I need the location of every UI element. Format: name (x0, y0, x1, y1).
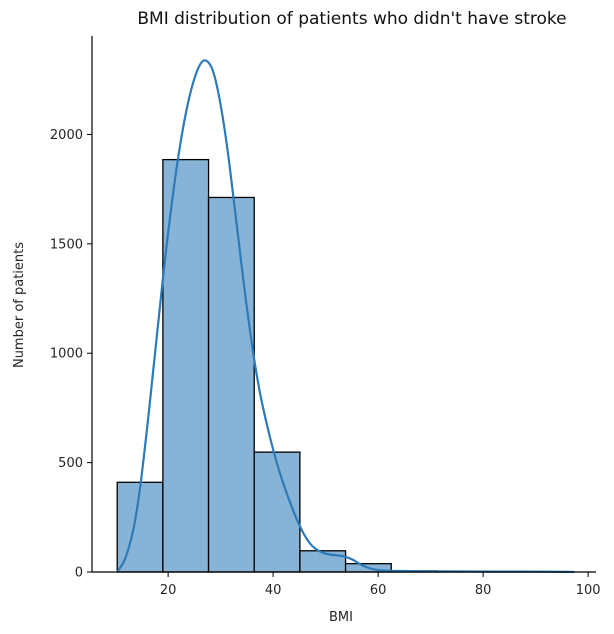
kde-curve (116, 59, 574, 574)
y-tick-label: 1000 (50, 347, 83, 362)
x-tick-label: 20 (160, 583, 177, 598)
x-tick-label: 40 (265, 583, 282, 598)
y-axis-ticks: 0 500 1000 1500 2000 (50, 128, 92, 581)
y-tick-label: 500 (58, 456, 83, 471)
histogram-bar (299, 550, 347, 573)
histogram-bar (207, 196, 255, 573)
y-tick-label: 2000 (50, 128, 83, 143)
histogram-bar (162, 158, 210, 573)
histogram-bar (253, 451, 301, 573)
x-tick-label: 80 (475, 583, 492, 598)
x-tick-label: 60 (370, 583, 387, 598)
histogram-bars (116, 158, 575, 573)
y-tick-label: 0 (75, 566, 83, 581)
x-axis-ticks: 20 40 60 80 100 (160, 572, 601, 598)
x-tick-label: 100 (576, 583, 601, 598)
chart-title: BMI distribution of patients who didn't … (137, 9, 566, 29)
y-axis-title: Number of patients (12, 242, 27, 368)
y-tick-label: 1500 (50, 237, 83, 252)
x-axis-title: BMI (329, 610, 353, 625)
